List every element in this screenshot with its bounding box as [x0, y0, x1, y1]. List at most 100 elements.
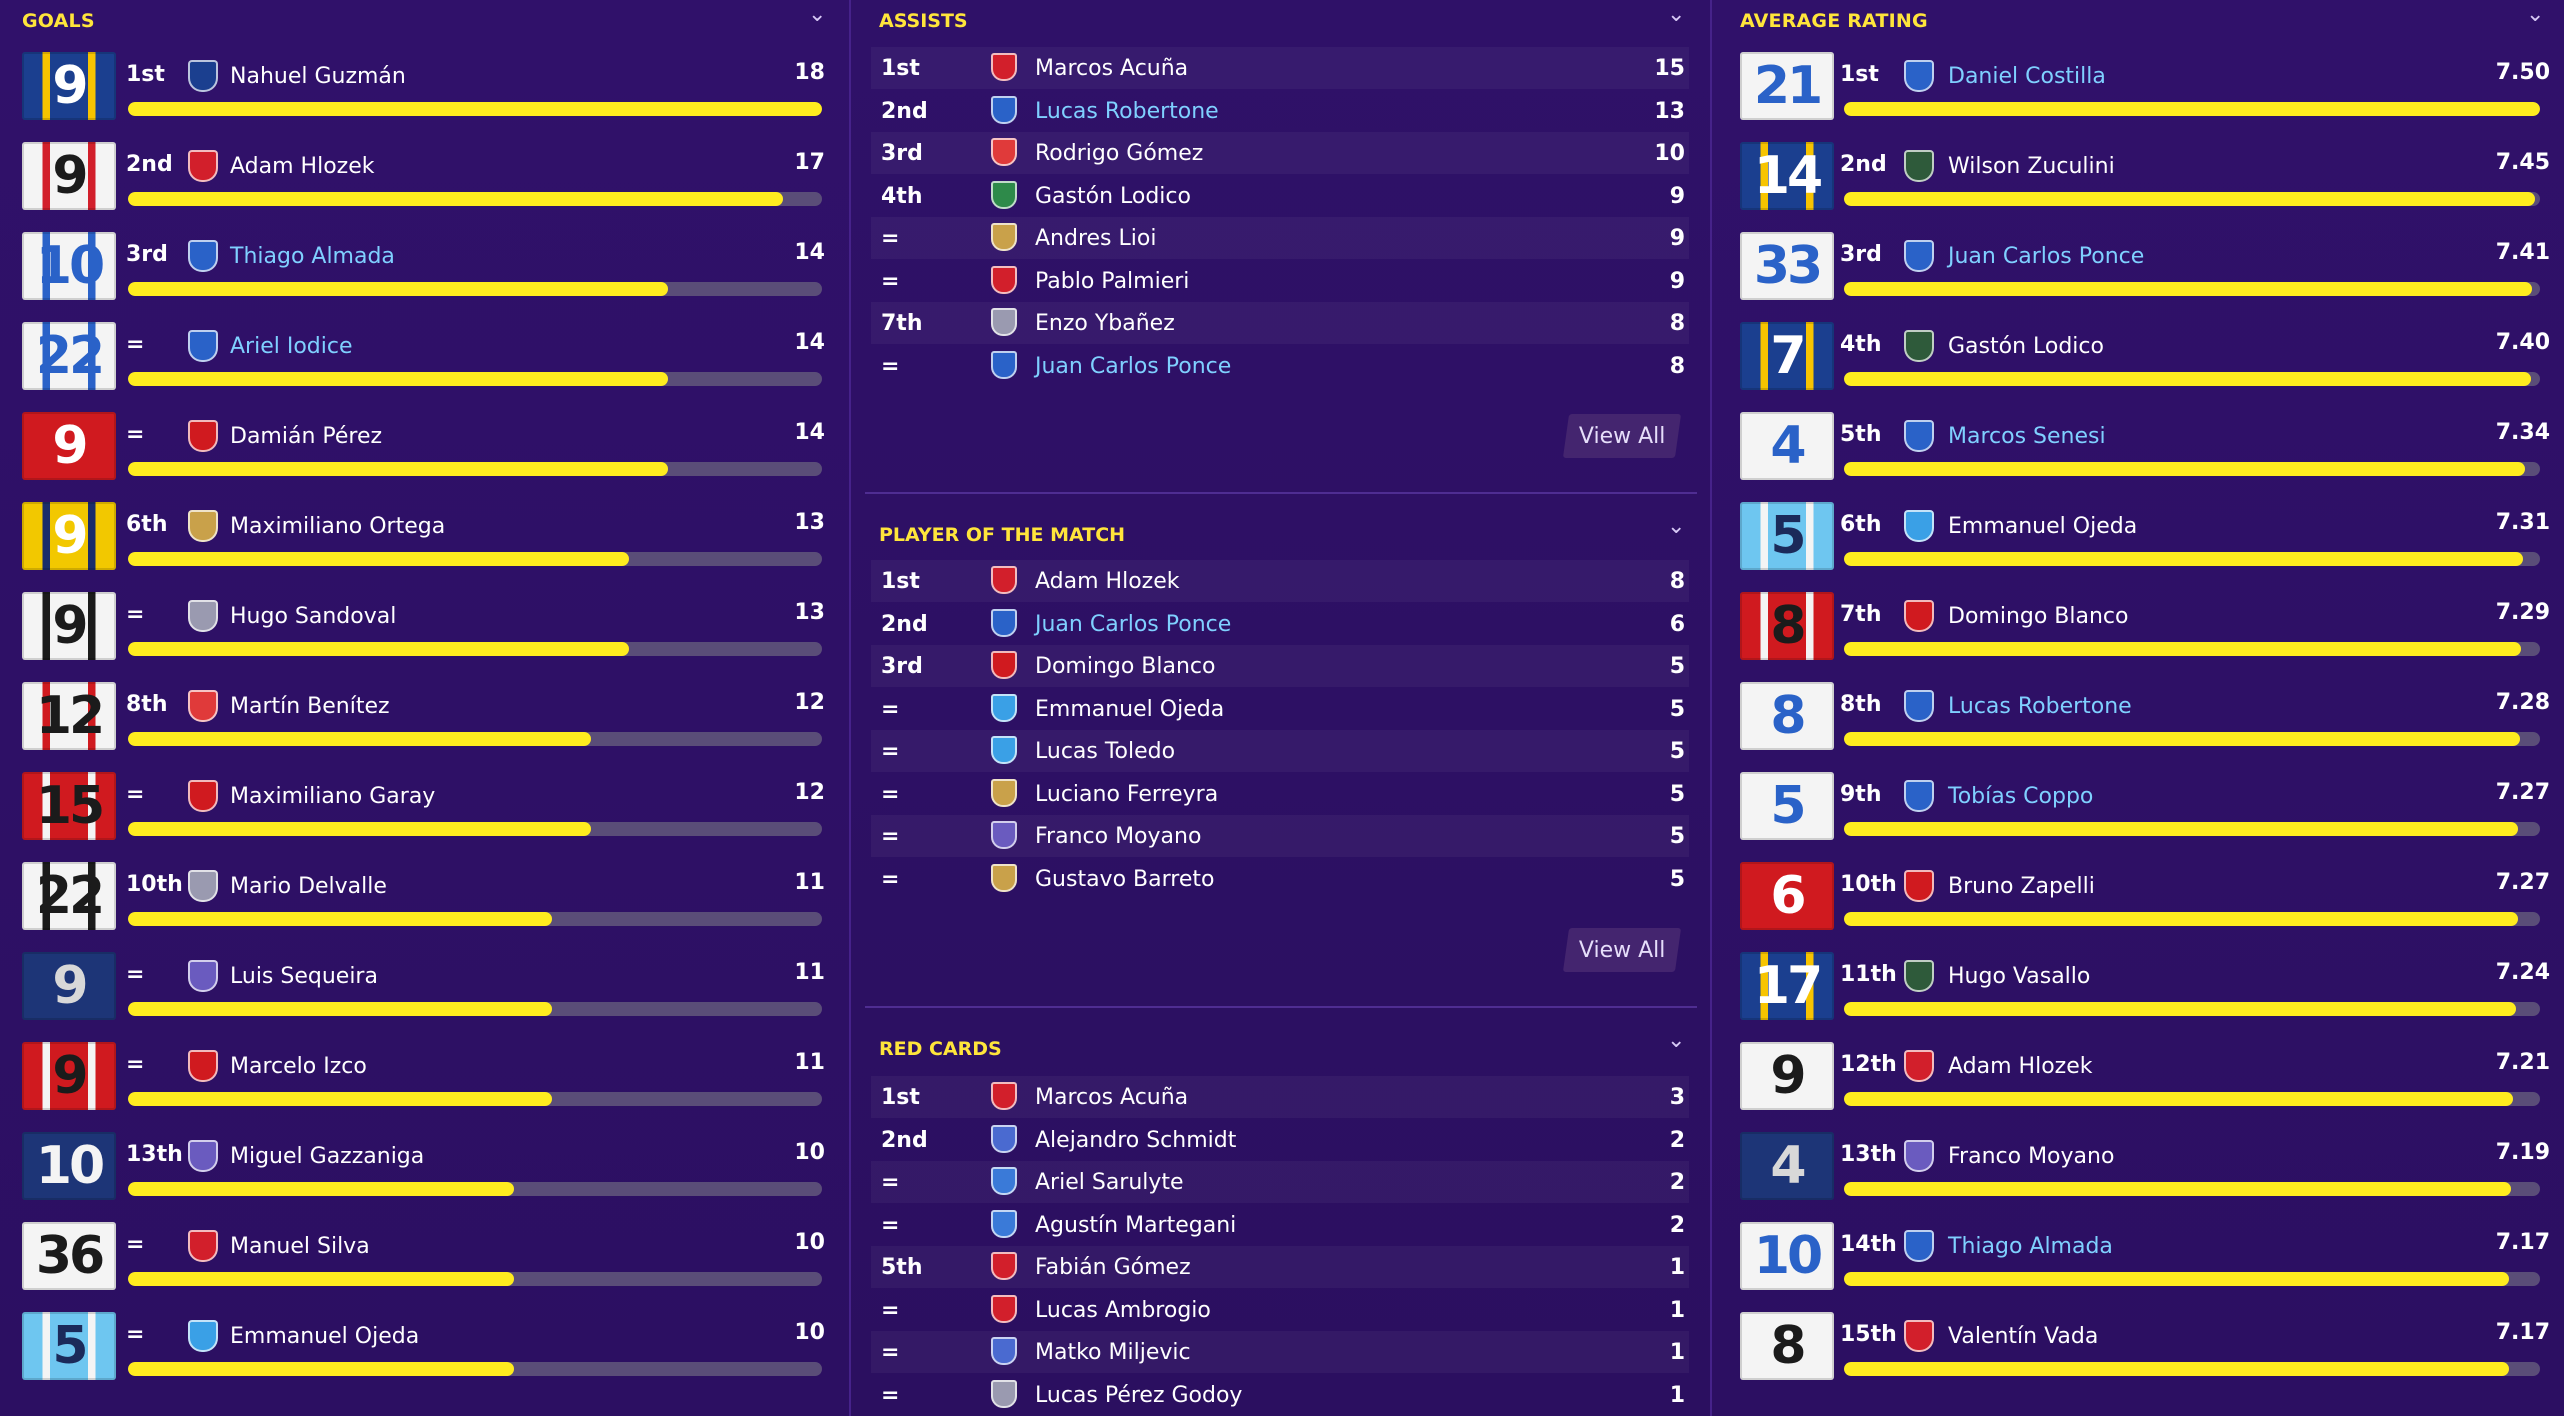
avg_rating-row[interactable]: 21 1st Daniel Costilla 7.50: [1712, 42, 2564, 132]
avg_rating-row[interactable]: 7 4th Gastón Lodico 7.40: [1712, 312, 2564, 402]
player-name-link[interactable]: Emmanuel Ojeda: [1035, 696, 1225, 722]
avg_rating-row[interactable]: 14 2nd Wilson Zuculini 7.45: [1712, 132, 2564, 222]
red-cards-collapse-chevron-icon[interactable]: ⌄: [1667, 1028, 1686, 1053]
player-name-link[interactable]: Adam Hlozek: [230, 154, 375, 179]
player-name-link[interactable]: Thiago Almada: [1948, 1234, 2113, 1259]
list-item[interactable]: = Andres Lioi 9: [871, 217, 1689, 259]
goals-row[interactable]: 10 13th Miguel Gazzaniga 10: [0, 1122, 849, 1212]
player-name-link[interactable]: Mario Delvalle: [230, 874, 387, 899]
player-name-link[interactable]: Emmanuel Ojeda: [230, 1324, 420, 1349]
player-name-link[interactable]: Luciano Ferreyra: [1035, 781, 1219, 807]
list-item[interactable]: 5th Fabián Gómez 1: [871, 1246, 1689, 1288]
player-name-link[interactable]: Gustavo Barreto: [1035, 866, 1215, 892]
player-name-link[interactable]: Juan Carlos Ponce: [1948, 244, 2145, 269]
list-item[interactable]: = Lucas Toledo 5: [871, 730, 1689, 772]
player-name-link[interactable]: Franco Moyano: [1948, 1144, 2115, 1169]
player-name-link[interactable]: Lucas Robertone: [1035, 98, 1219, 124]
player-name-link[interactable]: Damián Pérez: [230, 424, 383, 449]
player-name-link[interactable]: Adam Hlozek: [1948, 1054, 2093, 1079]
player-name-link[interactable]: Lucas Pérez Godoy: [1035, 1382, 1243, 1408]
assists-view-all-button[interactable]: View All: [1562, 414, 1682, 458]
player-name-link[interactable]: Emmanuel Ojeda: [1948, 514, 2138, 539]
player-name-link[interactable]: Franco Moyano: [1035, 824, 1202, 849]
player-name-link[interactable]: Rodrigo Gómez: [1035, 141, 1204, 166]
player-name-link[interactable]: Domingo Blanco: [1035, 654, 1216, 679]
player-name-link[interactable]: Nahuel Guzmán: [230, 64, 406, 89]
list-item[interactable]: = Franco Moyano 5: [871, 815, 1689, 857]
goals-row[interactable]: 9 = Hugo Sandoval 13: [0, 582, 849, 672]
list-item[interactable]: = Luciano Ferreyra 5: [871, 773, 1689, 815]
potm-view-all-button[interactable]: View All: [1562, 928, 1682, 972]
list-item[interactable]: 2nd Juan Carlos Ponce 6: [871, 603, 1689, 645]
goals-row[interactable]: 9 2nd Adam Hlozek 17: [0, 132, 849, 222]
player-name-link[interactable]: Fabián Gómez: [1035, 1255, 1191, 1280]
goals-row[interactable]: 12 8th Martín Benítez 12: [0, 672, 849, 762]
player-name-link[interactable]: Wilson Zuculini: [1948, 154, 2115, 179]
goals-row[interactable]: 22 10th Mario Delvalle 11: [0, 852, 849, 942]
avg_rating-row[interactable]: 5 9th Tobías Coppo 7.27: [1712, 762, 2564, 852]
list-item[interactable]: 7th Enzo Ybañez 8: [871, 302, 1689, 344]
average-rating-collapse-chevron-icon[interactable]: ⌄: [2526, 2, 2545, 27]
player-name-link[interactable]: Marcelo Izco: [230, 1054, 367, 1079]
avg_rating-row[interactable]: 8 7th Domingo Blanco 7.29: [1712, 582, 2564, 672]
player-name-link[interactable]: Matko Miljevic: [1035, 1340, 1191, 1365]
player-name-link[interactable]: Andres Lioi: [1035, 226, 1157, 251]
list-item[interactable]: = Ariel Sarulyte 2: [871, 1161, 1689, 1203]
goals-row[interactable]: 5 = Emmanuel Ojeda 10: [0, 1302, 849, 1392]
player-name-link[interactable]: Hugo Vasallo: [1948, 964, 2091, 989]
list-item[interactable]: = Pablo Palmieri 9: [871, 260, 1689, 302]
player-name-link[interactable]: Marcos Senesi: [1948, 424, 2106, 449]
list-item[interactable]: = Gustavo Barreto 5: [871, 858, 1689, 900]
player-name-link[interactable]: Marcos Acuña: [1035, 56, 1189, 81]
goals-row[interactable]: 9 = Luis Sequeira 11: [0, 942, 849, 1032]
player-name-link[interactable]: Gastón Lodico: [1035, 183, 1191, 209]
player-name-link[interactable]: Domingo Blanco: [1948, 604, 2129, 629]
player-name-link[interactable]: Adam Hlozek: [1035, 569, 1180, 594]
list-item[interactable]: = Lucas Ambrogio 1: [871, 1289, 1689, 1331]
player-name-link[interactable]: Bruno Zapelli: [1948, 874, 2095, 899]
player-name-link[interactable]: Pablo Palmieri: [1035, 268, 1190, 294]
avg_rating-row[interactable]: 5 6th Emmanuel Ojeda 7.31: [1712, 492, 2564, 582]
goals-row[interactable]: 9 = Damián Pérez 14: [0, 402, 849, 492]
player-name-link[interactable]: Tobías Coppo: [1948, 784, 2094, 809]
goals-row[interactable]: 9 6th Maximiliano Ortega 13: [0, 492, 849, 582]
player-name-link[interactable]: Martín Benítez: [230, 694, 390, 719]
list-item[interactable]: = Lucas Pérez Godoy 1: [871, 1374, 1689, 1416]
player-name-link[interactable]: Daniel Costilla: [1948, 64, 2106, 89]
list-item[interactable]: = Agustín Martegani 2: [871, 1204, 1689, 1246]
list-item[interactable]: = Juan Carlos Ponce 8: [871, 345, 1689, 387]
goals-row[interactable]: 9 1st Nahuel Guzmán 18: [0, 42, 849, 132]
goals-row[interactable]: 15 = Maximiliano Garay 12: [0, 762, 849, 852]
player-name-link[interactable]: Hugo Sandoval: [230, 604, 397, 629]
player-name-link[interactable]: Enzo Ybañez: [1035, 311, 1175, 336]
list-item[interactable]: 3rd Rodrigo Gómez 10: [871, 132, 1689, 174]
player-name-link[interactable]: Manuel Silva: [230, 1234, 370, 1259]
player-name-link[interactable]: Maximiliano Garay: [230, 784, 436, 809]
list-item[interactable]: 2nd Lucas Robertone 13: [871, 90, 1689, 132]
player-name-link[interactable]: Marcos Acuña: [1035, 1085, 1189, 1110]
player-name-link[interactable]: Agustín Martegani: [1035, 1212, 1237, 1238]
avg_rating-row[interactable]: 33 3rd Juan Carlos Ponce 7.41: [1712, 222, 2564, 312]
list-item[interactable]: 3rd Domingo Blanco 5: [871, 645, 1689, 687]
player-name-link[interactable]: Alejandro Schmidt: [1035, 1127, 1237, 1153]
player-name-link[interactable]: Ariel Sarulyte: [1035, 1170, 1184, 1195]
player-name-link[interactable]: Lucas Toledo: [1035, 739, 1176, 764]
list-item[interactable]: 1st Marcos Acuña 15: [871, 47, 1689, 89]
goals-row[interactable]: 9 = Marcelo Izco 11: [0, 1032, 849, 1122]
avg_rating-row[interactable]: 8 15th Valentín Vada 7.17: [1712, 1302, 2564, 1392]
goals-row[interactable]: 22 = Ariel Iodice 14: [0, 312, 849, 402]
player-name-link[interactable]: Gastón Lodico: [1948, 334, 2104, 359]
list-item[interactable]: = Emmanuel Ojeda 5: [871, 688, 1689, 730]
list-item[interactable]: 1st Adam Hlozek 8: [871, 560, 1689, 602]
potm-collapse-chevron-icon[interactable]: ⌄: [1667, 514, 1686, 539]
player-name-link[interactable]: Thiago Almada: [230, 244, 395, 269]
avg_rating-row[interactable]: 9 12th Adam Hlozek 7.21: [1712, 1032, 2564, 1122]
goals-row[interactable]: 10 3rd Thiago Almada 14: [0, 222, 849, 312]
avg_rating-row[interactable]: 4 5th Marcos Senesi 7.34: [1712, 402, 2564, 492]
list-item[interactable]: = Matko Miljevic 1: [871, 1331, 1689, 1373]
goals-collapse-chevron-icon[interactable]: ⌄: [808, 2, 827, 27]
list-item[interactable]: 4th Gastón Lodico 9: [871, 175, 1689, 217]
list-item[interactable]: 2nd Alejandro Schmidt 2: [871, 1119, 1689, 1161]
list-item[interactable]: 1st Marcos Acuña 3: [871, 1076, 1689, 1118]
player-name-link[interactable]: Juan Carlos Ponce: [1035, 353, 1232, 379]
